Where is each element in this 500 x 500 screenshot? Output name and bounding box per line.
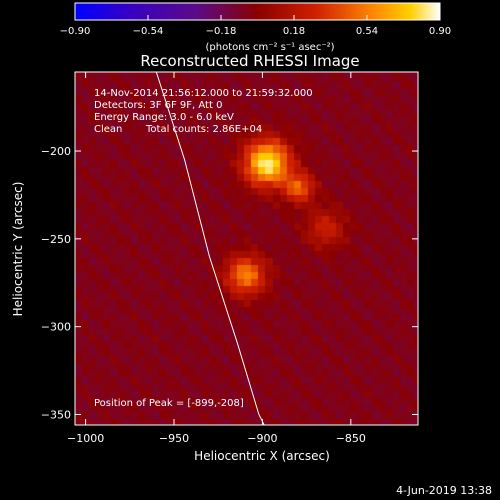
clean-annotation: Clean	[94, 124, 123, 135]
total-counts-annotation: Total counts: 2.86E+04	[146, 124, 263, 135]
x-axis-label: Heliocentric X (arcsec)	[194, 449, 330, 463]
time-range-annotation: 14-Nov-2014 21:56:12.000 to 21:59:32.000	[94, 88, 313, 99]
detectors-annotation: Detectors: 3F 6F 9F, Att 0	[94, 100, 223, 111]
x-tick-label: −850	[336, 432, 366, 445]
x-tick-label: −1000	[67, 432, 104, 445]
y-tick-label: −350	[41, 408, 71, 421]
colorbar: −0.90 −0.54 −0.18 0.18 0.54 0.90 (photons cm⁻…	[60, 2, 451, 53]
colorbar-tick-label: 0.54	[356, 26, 378, 37]
footer-date: 4-Jun-2019 13:38	[396, 484, 492, 497]
colorbar-tick-label: −0.18	[206, 26, 237, 37]
energy-range-annotation: Energy Range: 3.0 - 6.0 keV	[94, 112, 234, 123]
colorbar-tick-label: 0.90	[429, 26, 451, 37]
colorbar-unit-label: (photons cm⁻² s⁻¹ asec⁻²)	[205, 42, 334, 53]
y-tick-label: −300	[41, 321, 71, 334]
y-tick-label: −250	[41, 233, 71, 246]
x-tick-label: −950	[159, 432, 189, 445]
colorbar-gradient	[74, 2, 441, 21]
peak-position-annotation: Position of Peak = [-899,-208]	[94, 398, 244, 409]
colorbar-tick-label: 0.18	[283, 26, 305, 37]
y-axis-label: Heliocentric Y (arcsec)	[11, 182, 25, 317]
chart-title: Reconstructed RHESSI Image	[140, 52, 360, 70]
colorbar-tick-label: −0.90	[60, 26, 91, 37]
colorbar-tick-label: −0.54	[133, 26, 164, 37]
x-tick-label: −900	[247, 432, 277, 445]
y-tick-label: −200	[41, 145, 71, 158]
